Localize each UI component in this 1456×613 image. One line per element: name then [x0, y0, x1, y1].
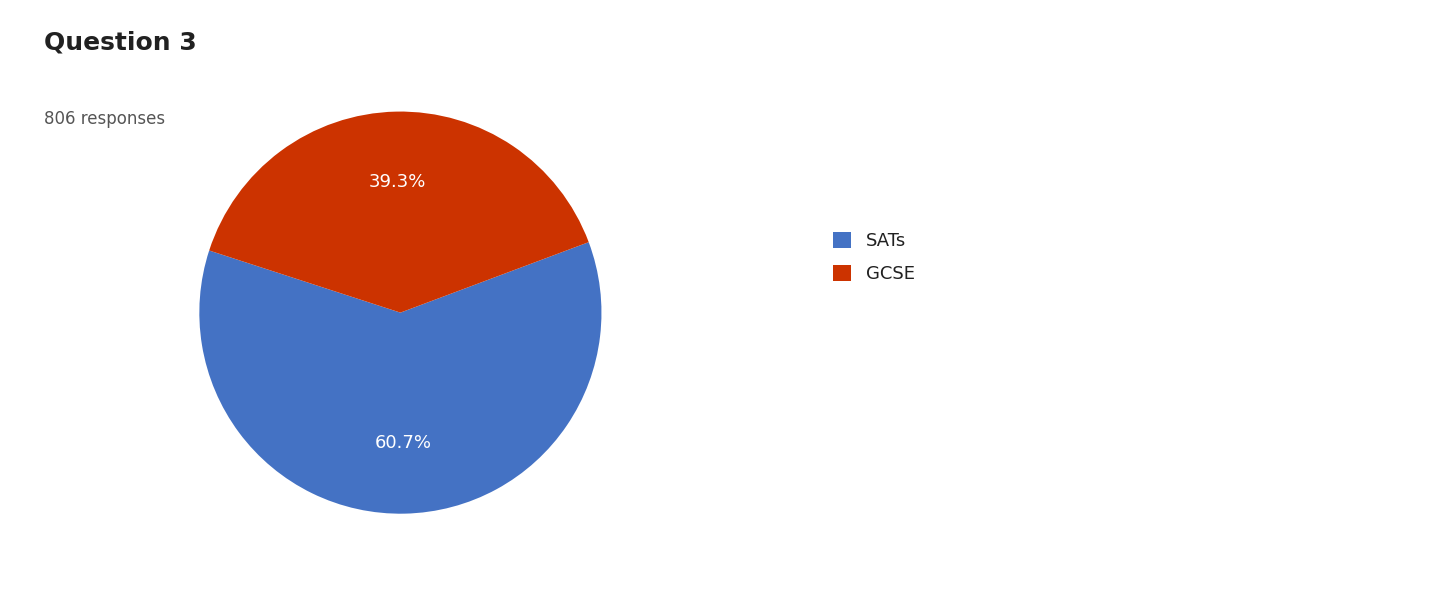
Text: 806 responses: 806 responses [44, 110, 165, 128]
Legend: SATs, GCSE: SATs, GCSE [824, 223, 925, 292]
Text: Question 3: Question 3 [44, 31, 197, 55]
Text: 39.3%: 39.3% [368, 173, 427, 191]
Text: 60.7%: 60.7% [374, 434, 432, 452]
Wedge shape [210, 112, 588, 313]
Wedge shape [199, 242, 601, 514]
